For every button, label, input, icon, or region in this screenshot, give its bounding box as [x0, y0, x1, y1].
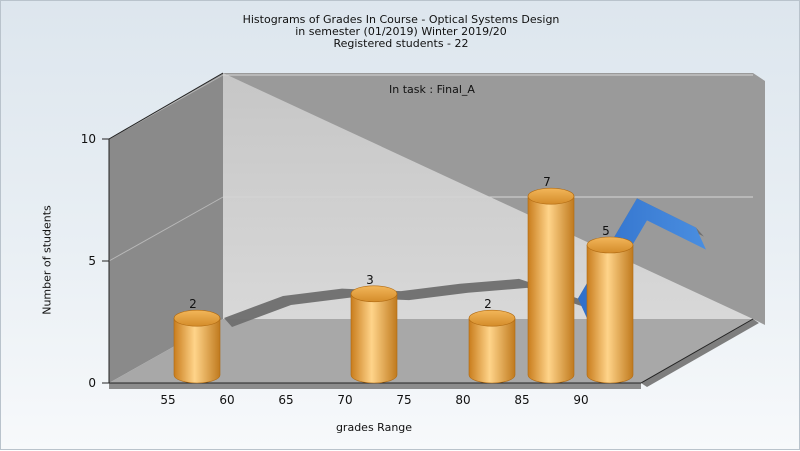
x-tick-label: 85 [514, 393, 529, 407]
x-tick-label: 90 [573, 393, 588, 407]
bar-body [173, 317, 221, 384]
bar: 2 [173, 297, 221, 384]
y-tick-label: 0 [88, 376, 96, 390]
x-tick-labels: 55 60 65 70 75 80 85 90 [160, 393, 588, 407]
x-tick-label: 70 [337, 393, 352, 407]
x-tick-label: 60 [219, 393, 234, 407]
bar-value-label: 7 [543, 175, 551, 189]
left-wall [109, 73, 223, 383]
x-tick-label: 65 [278, 393, 293, 407]
bar-cap [350, 285, 398, 303]
ribbon-highlight-band [578, 198, 706, 321]
bar-cap [586, 236, 634, 254]
y-tick-labels: 0 5 10 [81, 132, 96, 390]
x-tick-label: 55 [160, 393, 175, 407]
registered-students: Registered students - 22 [333, 37, 469, 50]
bar-value-label: 3 [366, 273, 374, 287]
x-tick-label: 75 [396, 393, 411, 407]
area-ribbon [224, 198, 706, 327]
gridlines [102, 74, 753, 384]
bar: 5 [586, 224, 634, 384]
bar-body [586, 244, 634, 384]
bar-value-label: 2 [189, 297, 197, 311]
bar: 7 [527, 175, 575, 384]
bar-cap [527, 187, 575, 205]
floor-right-edge [641, 319, 759, 387]
bar-body [527, 195, 575, 384]
bar-value-label: 5 [602, 224, 610, 238]
bar: 3 [350, 273, 398, 384]
bar-cap [468, 309, 516, 327]
bar-value-label: 2 [484, 297, 492, 311]
y-axis-label: Number of students [40, 205, 54, 315]
bars: 2 3 2 7 5 [173, 175, 634, 384]
bar-body [468, 317, 516, 384]
chart-subtitle: in semester (01/2019) Winter 2019/20 [295, 25, 507, 38]
gridline-side [108, 196, 224, 262]
bar-cap [173, 309, 221, 327]
bar: 2 [468, 297, 516, 384]
y-tick-label: 5 [88, 254, 96, 268]
task-annotation: In task : Final_A [389, 83, 475, 96]
x-tick-label: 80 [455, 393, 470, 407]
floor-front-edge [109, 383, 641, 389]
x-axis-label: grades Range [335, 421, 413, 434]
back-wall-edge [223, 73, 765, 325]
y-tick-label: 10 [81, 132, 96, 146]
chart-title: Histograms of Grades In Course - Optical… [242, 13, 560, 26]
bar-body [350, 293, 398, 384]
